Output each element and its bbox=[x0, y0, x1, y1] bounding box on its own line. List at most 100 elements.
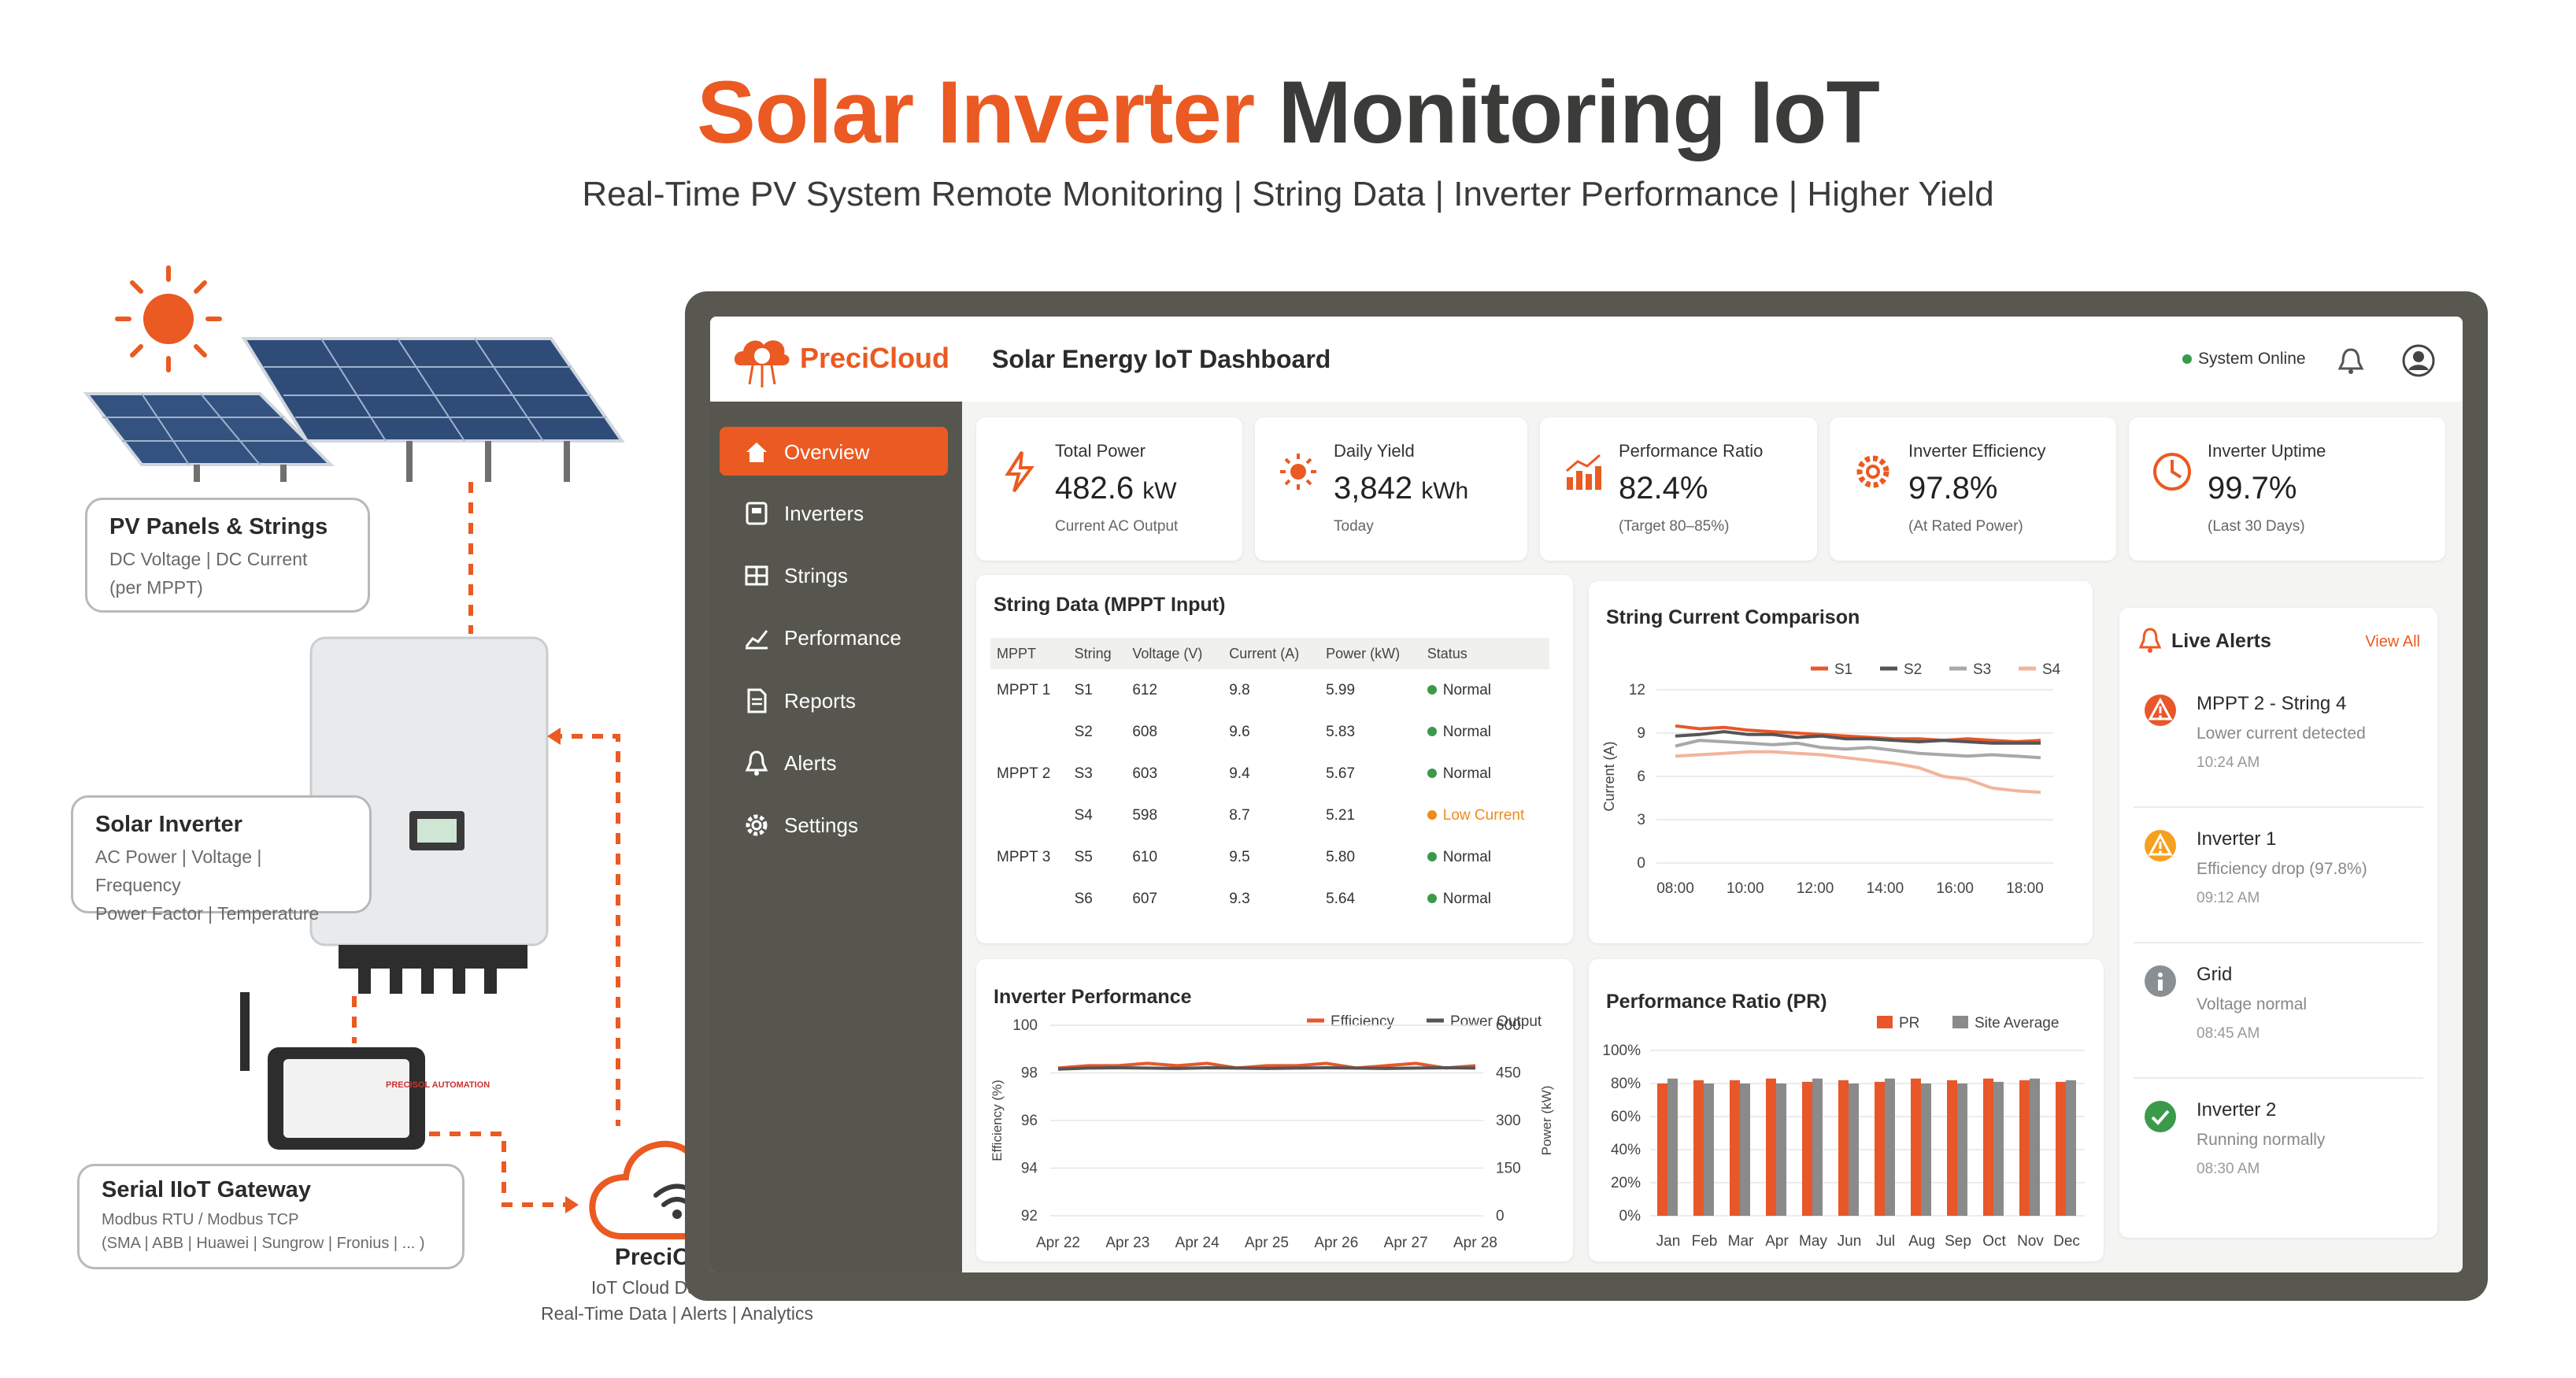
bar-pr bbox=[1838, 1080, 1849, 1216]
kpi-performance-ratio: Performance Ratio 82.4% (Target 80–85%) bbox=[1540, 417, 1817, 561]
brand-name: PreciCloud bbox=[800, 342, 950, 374]
series-line-s3 bbox=[1675, 739, 2041, 760]
view-all-link[interactable]: View All bbox=[2365, 633, 2420, 650]
string-data-card: String Data (MPPT Input) MPPT String Vol… bbox=[976, 575, 1573, 943]
cell-string: S4 bbox=[1074, 806, 1093, 824]
bar-pr bbox=[1947, 1080, 1957, 1216]
cell-voltage: 608 bbox=[1132, 723, 1158, 740]
series-line-efficiency bbox=[1057, 1061, 1476, 1070]
warning-icon bbox=[2145, 830, 2176, 861]
string-current-chart: String Current Comparison S1 S2 S3 S4 0 3 6 9 12 C… bbox=[1601, 606, 2061, 897]
cell-mppt: MPPT 1 bbox=[997, 681, 1051, 698]
sidebar-item-performance[interactable]: Performance bbox=[720, 613, 948, 661]
clock-icon bbox=[2153, 453, 2191, 491]
kpi-total-power: Total Power 482.6 kW Current AC Output bbox=[976, 417, 1242, 561]
table-row: S6 607 9.3 5.64 Normal bbox=[990, 878, 1549, 920]
alert-item[interactable]: MPPT 2 - String 4 Lower current detected 1… bbox=[2119, 676, 2437, 808]
alert-desc: Running normally bbox=[2197, 1131, 2326, 1149]
legend-swatch bbox=[1877, 1016, 1893, 1028]
y-tick-label: 98 bbox=[1021, 1065, 1038, 1082]
alert-divider bbox=[2134, 806, 2423, 808]
x-tick-label: Apr 25 bbox=[1245, 1235, 1289, 1251]
sidebar-item-label: Reports bbox=[784, 689, 857, 713]
kpi-number: 82.4% bbox=[1619, 471, 1708, 506]
alert-bell-icon bbox=[2138, 628, 2162, 653]
x-tick-label: Jun bbox=[1838, 1233, 1862, 1250]
cell-voltage: 610 bbox=[1132, 848, 1158, 865]
bar-site-average bbox=[1921, 1084, 1931, 1216]
kpi-number: 97.8% bbox=[1908, 471, 1998, 506]
warning-icon bbox=[2145, 695, 2176, 726]
legend-label: S2 bbox=[1904, 661, 1922, 678]
cell-string: S2 bbox=[1074, 723, 1093, 740]
series-line-s2 bbox=[1675, 730, 2041, 745]
y2-axis-label: Power (kW) bbox=[1539, 1086, 1554, 1156]
column-header: String bbox=[1068, 638, 1127, 669]
kpi-inverter-uptime: Inverter Uptime 99.7% (Last 30 Days) bbox=[2129, 417, 2445, 561]
performance-ratio-card: Performance Ratio (PR) PR Site Average 0% 20… bbox=[1589, 959, 2104, 1261]
kpi-label: Total Power bbox=[1055, 441, 1146, 461]
bar-site-average bbox=[1812, 1078, 1823, 1216]
y-tick-label: 92 bbox=[1021, 1208, 1038, 1224]
y2-tick-label: 150 bbox=[1496, 1161, 1521, 1177]
bar-pr bbox=[1802, 1081, 1812, 1216]
strings-icon bbox=[745, 565, 768, 586]
cell-power: 5.80 bbox=[1326, 848, 1356, 865]
cell-status: Low Current bbox=[1421, 795, 1549, 836]
x-tick-label: Sep bbox=[1945, 1233, 1971, 1250]
kpi-number: 99.7% bbox=[2208, 471, 2297, 506]
sidebar-item-reports[interactable]: Reports bbox=[720, 676, 948, 724]
cell-current: 9.5 bbox=[1229, 848, 1250, 865]
cell-string: S3 bbox=[1074, 765, 1093, 782]
bar-pr bbox=[2056, 1081, 2066, 1216]
y-tick-label: 94 bbox=[1021, 1161, 1038, 1177]
alert-item[interactable]: Inverter 1 Efficiency drop (97.8%) 09:12 A… bbox=[2119, 811, 2437, 943]
gateway-line2: (SMA | ABB | Huawei | Sungrow | Fronius … bbox=[102, 1235, 425, 1252]
kpi-sub: (Target 80–85%) bbox=[1619, 518, 1730, 535]
alert-item[interactable]: Inverter 2 Running normally 08:30 AM bbox=[2119, 1082, 2437, 1214]
alert-time: 08:45 AM bbox=[2197, 1025, 2260, 1042]
cell-string: S6 bbox=[1074, 890, 1093, 907]
title-accent: Solar Inverter bbox=[697, 63, 1255, 161]
sidebar-item-settings[interactable]: Settings bbox=[720, 800, 948, 849]
sidebar-item-strings[interactable]: Strings bbox=[720, 550, 948, 599]
alert-desc: Lower current detected bbox=[2197, 724, 2366, 743]
kpi-sub: (At Rated Power) bbox=[1908, 518, 2023, 535]
gateway-title: Serial IIoT Gateway bbox=[102, 1177, 311, 1202]
sidebar-item-inverters[interactable]: Inverters bbox=[720, 488, 948, 537]
y-tick-label: 12 bbox=[1629, 682, 1645, 698]
y-tick-label: 80% bbox=[1611, 1076, 1641, 1092]
bar-pr bbox=[1693, 1080, 1704, 1216]
sidebar-item-overview[interactable]: Overview bbox=[720, 427, 948, 476]
kpi-value: 3,842 kWh bbox=[1334, 471, 1468, 506]
bar-site-average bbox=[1667, 1078, 1678, 1216]
alert-item[interactable]: Grid Voltage normal 08:45 AM bbox=[2119, 946, 2437, 1079]
gateway-device-icon bbox=[240, 992, 425, 1150]
alert-title: Grid bbox=[2197, 964, 2233, 985]
alert-title: Inverter 1 bbox=[2197, 828, 2277, 850]
x-tick-label: Dec bbox=[2053, 1233, 2080, 1250]
kpi-number: 482.6 bbox=[1055, 471, 1134, 506]
status-text: Normal bbox=[1442, 765, 1491, 782]
inverter-line2: Power Factor | Temperature bbox=[95, 903, 320, 924]
sidebar-item-label: Inverters bbox=[784, 502, 864, 525]
gateway-line1: Modbus RTU / Modbus TCP bbox=[102, 1211, 299, 1228]
x-tick-label: May bbox=[1799, 1233, 1827, 1250]
x-tick-label: Apr 24 bbox=[1175, 1235, 1220, 1251]
cloud-caption: PreciCloud IoT Cloud Dashboard Real-Time… bbox=[488, 1244, 866, 1324]
sidebar-item-alerts[interactable]: Alerts bbox=[720, 738, 948, 787]
column-header: MPPT bbox=[990, 638, 1068, 669]
table-row: MPPT 3 S5 610 9.5 5.80 Normal bbox=[990, 836, 1549, 878]
cell-mppt: MPPT 3 bbox=[997, 848, 1051, 865]
bell-icon[interactable] bbox=[2335, 345, 2367, 376]
cell-mppt bbox=[990, 878, 1068, 920]
bar-pr bbox=[1911, 1078, 1921, 1216]
string-data-table: MPPT String Voltage (V) Current (A) Powe… bbox=[990, 638, 1549, 920]
y-tick-label: 20% bbox=[1611, 1175, 1641, 1191]
pv-line2: (per MPPT) bbox=[109, 577, 203, 598]
user-avatar-icon[interactable] bbox=[2401, 343, 2436, 378]
bar-site-average bbox=[2030, 1078, 2040, 1216]
gear-icon bbox=[1856, 455, 1889, 488]
bar-pr bbox=[2019, 1080, 2030, 1216]
alert-desc: Voltage normal bbox=[2197, 995, 2308, 1013]
